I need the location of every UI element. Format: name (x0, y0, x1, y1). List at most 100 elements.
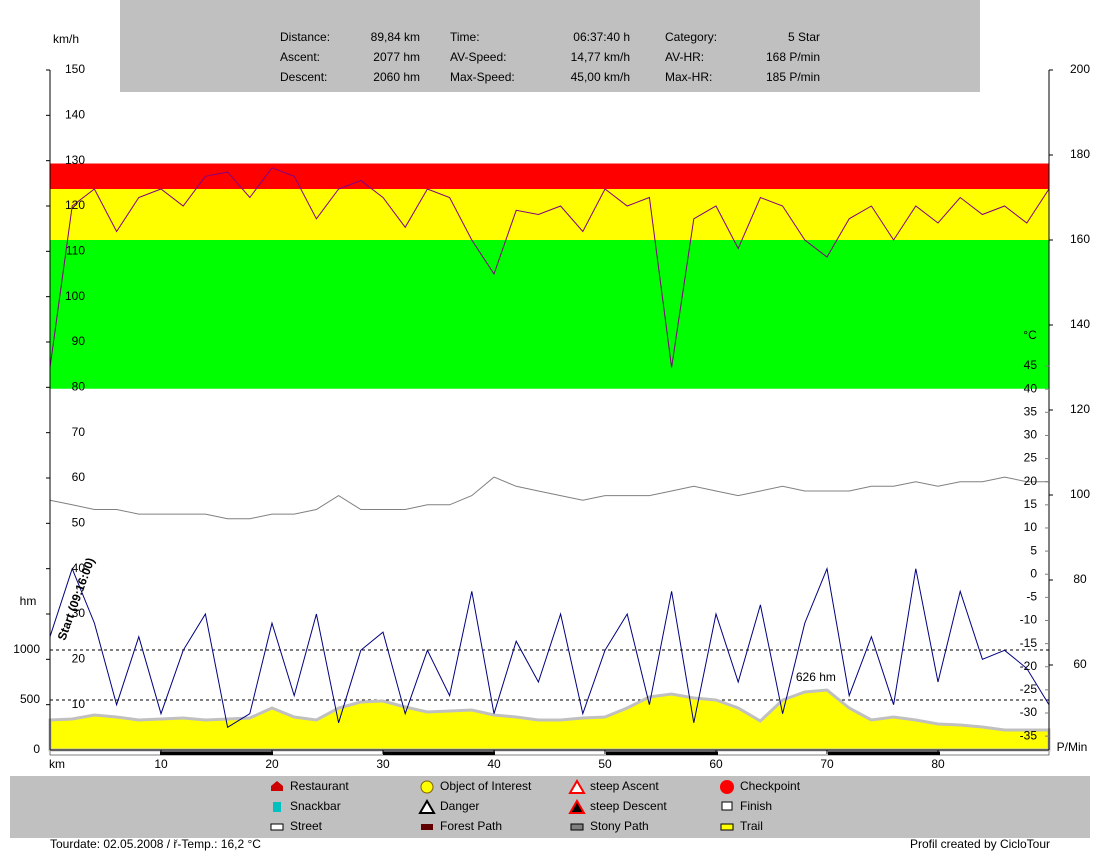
elevation-area (48, 688, 1051, 752)
elev-tick-label: 0 (33, 742, 40, 756)
temp-tick-label: 40 (1024, 381, 1038, 395)
legend-icon (420, 780, 434, 794)
icon (721, 801, 733, 811)
summary-cell: 185 P/min (766, 70, 820, 84)
y-axis-label: km/h (53, 32, 79, 46)
summary-cell: 14,77 km/h (571, 50, 630, 64)
y2-tick-label: 160 (1070, 232, 1090, 246)
legend-icon (720, 780, 734, 794)
temp-tick-label: -5 (1026, 590, 1037, 604)
summary-cell: Distance: (280, 30, 330, 44)
y-tick-label: 110 (66, 244, 85, 258)
x-tick-label: 10 (154, 757, 168, 771)
temp-tick-label: -15 (1020, 636, 1038, 650)
icon (271, 781, 283, 791)
y-tick-label: 120 (65, 198, 85, 212)
legend-icon (721, 801, 733, 811)
summary-cell: 5 Star (788, 30, 820, 44)
temp-tick-label: 35 (1024, 404, 1038, 418)
legend-label: Finish (740, 799, 772, 813)
legend-icon (418, 799, 436, 814)
series-line (49, 566, 1050, 729)
x-tick-label: 80 (931, 757, 945, 771)
legend-label: Stony Path (590, 819, 649, 833)
summary-cell: AV-Speed: (450, 50, 506, 64)
summary-cell: 168 P/min (766, 50, 820, 64)
summary-cell: Max-HR: (665, 70, 712, 84)
legend-label: Forest Path (440, 819, 502, 833)
y-tick-label: 150 (65, 62, 85, 76)
y2-tick-label: 80 (1073, 572, 1087, 586)
legend-label: Street (290, 819, 323, 833)
legend-icon (568, 779, 586, 794)
y-tick-label: 140 (65, 108, 85, 122)
temp-tick-label: 20 (1024, 474, 1038, 488)
legend-label: steep Ascent (590, 779, 659, 793)
hr-zone (50, 163, 1049, 189)
series-line (49, 167, 1050, 368)
series-line (49, 476, 1049, 520)
y-tick-label: 20 (72, 652, 86, 666)
y-tick-label: 90 (72, 334, 86, 348)
legend-label: Object of Interest (440, 779, 532, 793)
legend-icon (421, 824, 433, 830)
y2-tick-label: 180 (1070, 147, 1090, 161)
footer-right: Profil created by CicloTour (910, 837, 1050, 851)
temp-tick-label: -25 (1020, 682, 1038, 696)
max-elevation-annotation: 626 hm (796, 670, 836, 684)
icon (568, 779, 586, 794)
y-tick-label: 50 (72, 516, 86, 530)
icon (720, 823, 734, 831)
temp-axis-label: °C (1023, 328, 1037, 342)
temp-tick-label: -20 (1020, 659, 1038, 673)
y-tick-label: 80 (72, 380, 86, 394)
legend-label: Checkpoint (740, 779, 801, 793)
x-tick-label: 20 (265, 757, 279, 771)
elev-tick-label: 500 (20, 692, 40, 706)
x-axis-label: km (49, 757, 65, 771)
legend-label: steep Descent (590, 799, 667, 813)
legend-icon (568, 799, 586, 814)
summary-cell: Max-Speed: (450, 70, 515, 84)
summary-cell: 2077 hm (373, 50, 420, 64)
legend-icon (720, 823, 734, 831)
temp-tick-label: 5 (1030, 543, 1037, 557)
icon (570, 823, 584, 831)
elev-axis-label: hm (20, 594, 37, 608)
legend-label: Snackbar (290, 799, 341, 813)
y-tick-label: 100 (65, 289, 85, 303)
x-tick-label: 30 (376, 757, 390, 771)
summary-cell: Category: (665, 30, 717, 44)
legend-icon (270, 823, 284, 831)
footer-left: Tourdate: 02.05.2008 / ř-Temp.: 16,2 °C (50, 837, 261, 851)
icon (273, 802, 281, 812)
y2-axis-label: P/Min (1057, 740, 1088, 754)
y-tick-label: 30 (72, 606, 86, 620)
temp-tick-label: 30 (1024, 428, 1038, 442)
y-tick-label: 40 (72, 561, 86, 575)
summary-cell: 45,00 km/h (571, 70, 630, 84)
summary-cell: Descent: (280, 70, 327, 84)
summary-cell: 89,84 km (371, 30, 420, 44)
temp-tick-label: -35 (1020, 728, 1038, 742)
icon (418, 799, 436, 814)
legend-label: Restaurant (290, 779, 349, 793)
elev-tick-label: 1000 (13, 642, 40, 656)
y-tick-label: 70 (72, 425, 86, 439)
y-tick-label: 10 (72, 697, 86, 711)
temp-tick-label: 25 (1024, 451, 1038, 465)
hr-zone (50, 240, 1049, 389)
temp-tick-label: 10 (1024, 520, 1038, 534)
x-tick-label: 50 (598, 757, 612, 771)
temp-tick-label: -10 (1020, 613, 1038, 627)
summary-cell: AV-HR: (665, 50, 704, 64)
icon (720, 780, 734, 794)
temp-tick-label: 15 (1024, 497, 1038, 511)
hr-zone (50, 189, 1049, 240)
summary-cell: 06:37:40 h (573, 30, 630, 44)
legend-icon (273, 802, 281, 812)
y2-tick-label: 200 (1070, 62, 1090, 76)
x-tick-label: 40 (487, 757, 501, 771)
x-tick-label: 60 (709, 757, 723, 771)
